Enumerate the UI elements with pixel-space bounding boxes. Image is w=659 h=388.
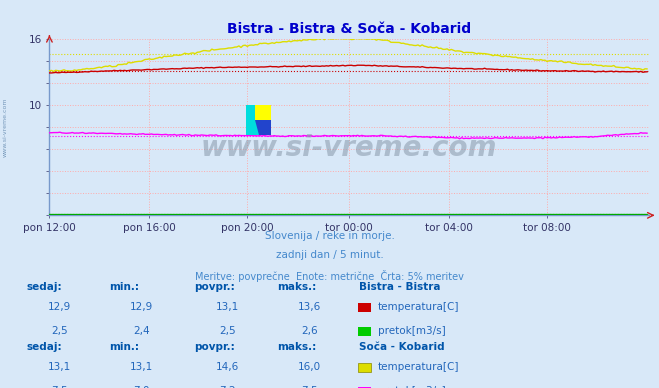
Text: zadnji dan / 5 minut.: zadnji dan / 5 minut. xyxy=(275,250,384,260)
Text: 7,5: 7,5 xyxy=(301,386,318,388)
Text: Meritve: povprečne  Enote: metrične  Črta: 5% meritev: Meritve: povprečne Enote: metrične Črta:… xyxy=(195,270,464,282)
Text: 12,9: 12,9 xyxy=(47,302,71,312)
Text: 2,5: 2,5 xyxy=(51,326,68,336)
Text: 13,1: 13,1 xyxy=(130,362,154,372)
Text: 16,0: 16,0 xyxy=(298,362,322,372)
Text: 2,5: 2,5 xyxy=(219,326,236,336)
Text: Slovenija / reke in morje.: Slovenija / reke in morje. xyxy=(264,231,395,241)
Text: maks.:: maks.: xyxy=(277,342,316,352)
Text: min.:: min.: xyxy=(109,282,139,292)
Text: 7,0: 7,0 xyxy=(133,386,150,388)
Text: 13,6: 13,6 xyxy=(298,302,322,312)
Bar xyxy=(246,106,258,135)
Text: povpr.:: povpr.: xyxy=(194,342,235,352)
Text: 2,6: 2,6 xyxy=(301,326,318,336)
Text: 7,5: 7,5 xyxy=(51,386,68,388)
Text: sedaj:: sedaj: xyxy=(26,342,62,352)
Text: maks.:: maks.: xyxy=(277,282,316,292)
Polygon shape xyxy=(255,120,271,135)
Text: temperatura[C]: temperatura[C] xyxy=(378,302,459,312)
Text: pretok[m3/s]: pretok[m3/s] xyxy=(378,326,445,336)
Text: sedaj:: sedaj: xyxy=(26,282,62,292)
Text: www.si-vreme.com: www.si-vreme.com xyxy=(201,134,498,162)
Text: www.si-vreme.com: www.si-vreme.com xyxy=(3,97,8,157)
Text: 13,1: 13,1 xyxy=(215,302,239,312)
Text: Soča - Kobarid: Soča - Kobarid xyxy=(359,342,445,352)
Text: 12,9: 12,9 xyxy=(130,302,154,312)
Text: min.:: min.: xyxy=(109,342,139,352)
Text: 7,2: 7,2 xyxy=(219,386,236,388)
Text: temperatura[C]: temperatura[C] xyxy=(378,362,459,372)
Text: povpr.:: povpr.: xyxy=(194,282,235,292)
Text: pretok[m3/s]: pretok[m3/s] xyxy=(378,386,445,388)
Text: 13,1: 13,1 xyxy=(47,362,71,372)
Bar xyxy=(255,106,271,120)
Text: 14,6: 14,6 xyxy=(215,362,239,372)
Title: Bistra - Bistra & Soča - Kobarid: Bistra - Bistra & Soča - Kobarid xyxy=(227,22,471,36)
Text: 2,4: 2,4 xyxy=(133,326,150,336)
Text: Bistra - Bistra: Bistra - Bistra xyxy=(359,282,441,292)
Bar xyxy=(258,106,271,135)
